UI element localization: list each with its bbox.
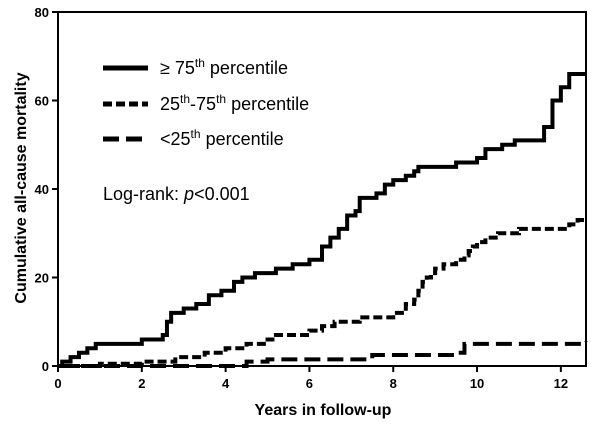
annotation-suffix: <0.001 [194,184,250,204]
log-rank-annotation: Log-rank: p<0.001 [103,184,250,204]
x-tick-label: 4 [222,376,230,391]
legend-label-3: <25th percentile [160,127,284,149]
y-tick-label: 20 [35,271,49,286]
x-tick-label: 10 [470,376,484,391]
legend-label-2: 25th-75th percentile [160,92,309,114]
x-tick-label: 6 [306,376,313,391]
y-tick-label: 80 [35,5,49,20]
x-tick-label: 0 [54,376,61,391]
annotation-prefix: Log-rank: [103,184,184,204]
legend: ≥ 75th percentile 25th-75th percentile <25… [103,56,309,149]
legend-label-1: ≥ 75th percentile [160,56,288,78]
x-tick-label: 2 [138,376,145,391]
x-tick-label: 12 [554,376,568,391]
axes: 0 2 4 6 8 10 12 0 20 40 60 80 [35,5,587,391]
series-layer [58,71,588,368]
y-tick-label: 40 [35,182,49,197]
x-tick-label: 8 [390,376,397,391]
y-tick-label: 0 [42,359,49,374]
annotation-stat: p [183,184,194,204]
series-line-3 [58,341,588,368]
y-axis-title: Cumulative all-cause mortality [13,72,30,303]
series-line-1 [58,71,586,368]
x-axis-title: Years in follow-up [255,402,392,419]
series-line-2 [58,217,586,368]
y-tick-label: 60 [35,94,49,109]
